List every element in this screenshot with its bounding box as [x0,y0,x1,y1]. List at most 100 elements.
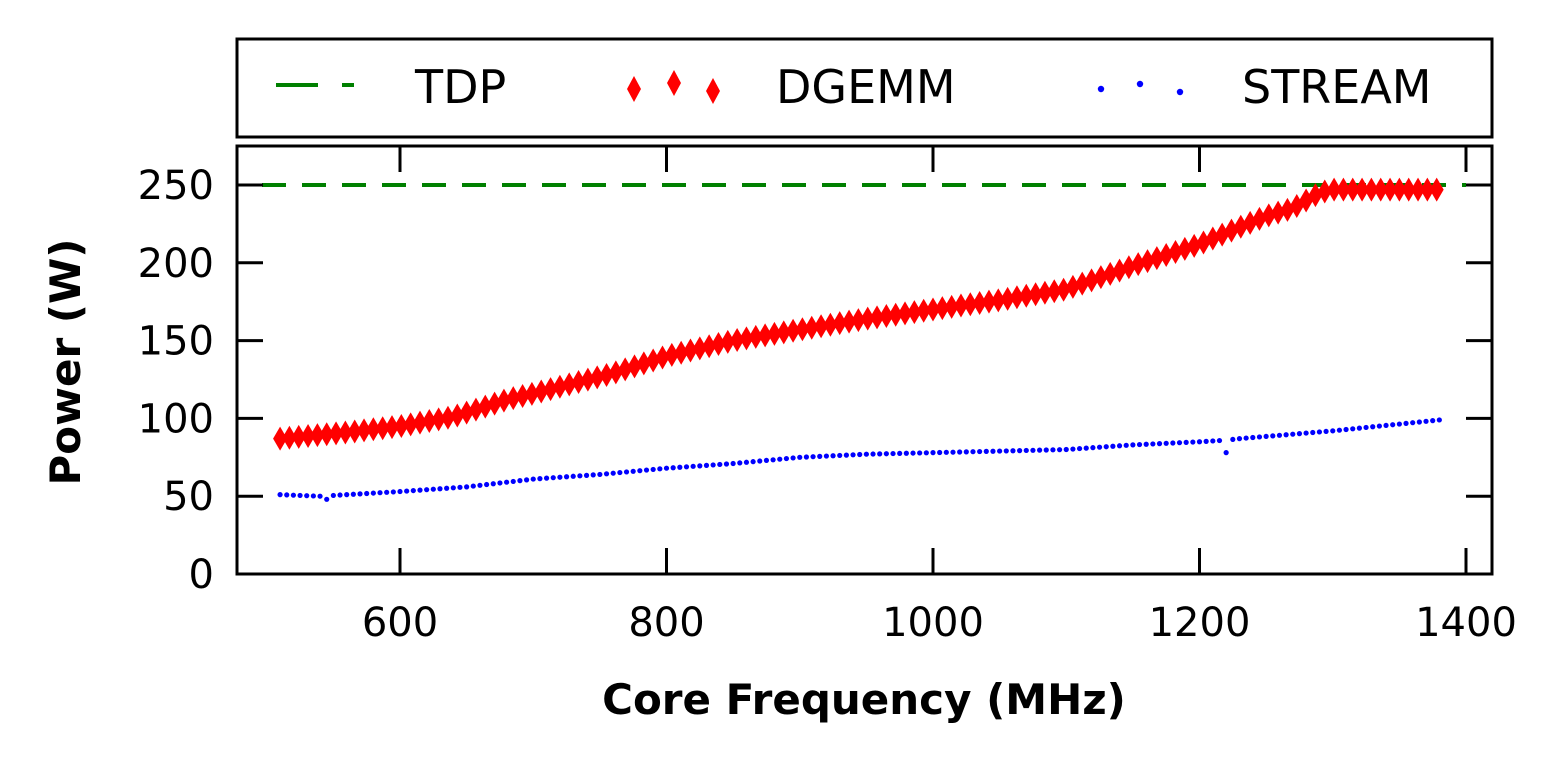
stream-point [957,449,963,455]
dgemm-point [851,308,866,333]
dgemm-point [953,293,968,318]
dgemm-point [664,342,679,367]
y-tick-label: 0 [189,552,214,598]
stream-point [1143,441,1149,447]
stream-point [1196,439,1203,445]
dgemm-point [543,377,558,402]
legend-stream-marker-1 [1097,85,1105,93]
stream-point [1176,440,1183,446]
stream-point [963,449,969,455]
stream-point [337,492,343,498]
dgemm-point [1243,210,1258,235]
dgemm-point [1047,279,1062,304]
dgemm-point [273,426,288,451]
ticks-layer: 600 800 1000 1200 1400 0 50 100 150 200 250 [138,146,1517,646]
y-axis-title: Power (W) [41,239,90,486]
stream-point [1083,445,1089,451]
dgemm-point [972,290,987,315]
dgemm-point [711,332,726,357]
dgemm-point [655,345,670,370]
dgemm-point [1084,268,1099,293]
dgemm-point [692,336,707,361]
stream-point [1250,434,1256,441]
dgemm-point [683,338,698,363]
stream-point [917,450,923,456]
dgemm-point [646,348,661,373]
stream-point [477,482,483,488]
stream-point [1010,448,1016,454]
y-tick-label: 100 [138,396,214,442]
stream-point [1310,429,1316,436]
series-stream [277,417,1442,502]
legend-box [235,37,1494,139]
dgemm-point [1205,226,1220,251]
stream-point [1303,430,1309,436]
stream-point [1183,439,1189,445]
y-tick-label: 200 [138,241,214,287]
stream-point [1070,446,1076,452]
dgemm-point [730,327,745,352]
stream-point [577,473,583,479]
dgemm-point [720,329,735,354]
stream-point [430,486,436,492]
stream-point [657,466,663,472]
dgemm-point [1140,249,1155,274]
stream-point [504,479,510,485]
stream-point [697,463,703,469]
legend-dgemm-marker-2 [667,70,681,96]
stream-point [703,462,710,468]
stream-point [1276,432,1283,438]
dgemm-point [870,305,885,330]
dgemm-point [944,294,959,319]
stream-point [1023,447,1029,454]
stream-point [570,473,576,479]
stream-point [464,484,470,490]
stream-point [630,468,636,474]
stream-point [717,461,723,468]
stream-point [1230,436,1236,443]
dgemm-point [618,357,633,382]
stream-point [743,459,750,465]
stream-point [843,452,849,458]
stream-point [1323,428,1329,435]
dgemm-point [357,418,372,443]
dgemm-point [1075,271,1090,296]
dgemm-point [1093,265,1108,290]
stream-point [750,459,756,465]
stream-point [1350,426,1356,432]
dgemm-point [907,300,922,325]
stream-point [983,448,989,454]
dgemm-point [1308,183,1323,208]
dgemm-point [795,317,810,342]
dgemm-point [1159,243,1174,268]
dgemm-point [478,394,493,419]
dgemm-point [468,397,483,422]
stream-point [1130,442,1136,448]
legend-dgemm-marker-1 [627,76,641,102]
y-tick-label: 50 [163,474,214,520]
dgemm-point [636,351,651,376]
dgemm-point [422,409,437,434]
stream-point [557,474,563,480]
dgemm-point [366,417,381,442]
x-tick-label: 1000 [882,600,984,646]
dgemm-point [888,302,903,327]
stream-point [1163,440,1169,446]
stream-point [877,451,883,457]
dgemm-point [1271,200,1286,225]
stream-point [730,460,736,467]
stream-point [490,481,496,487]
stream-point [437,486,443,492]
stream-point [637,468,643,474]
dgemm-point [412,410,427,435]
dgemm-point [842,309,857,334]
dgemm-point [552,374,567,399]
stream-point [737,460,743,466]
dgemm-point [590,365,605,390]
dgemm-point [394,413,409,438]
stream-point [650,466,656,473]
legend-item-dgemm: DGEMM [627,60,956,114]
stream-point [1430,418,1436,424]
stream-point [417,487,423,493]
dgemm-point [403,412,418,437]
